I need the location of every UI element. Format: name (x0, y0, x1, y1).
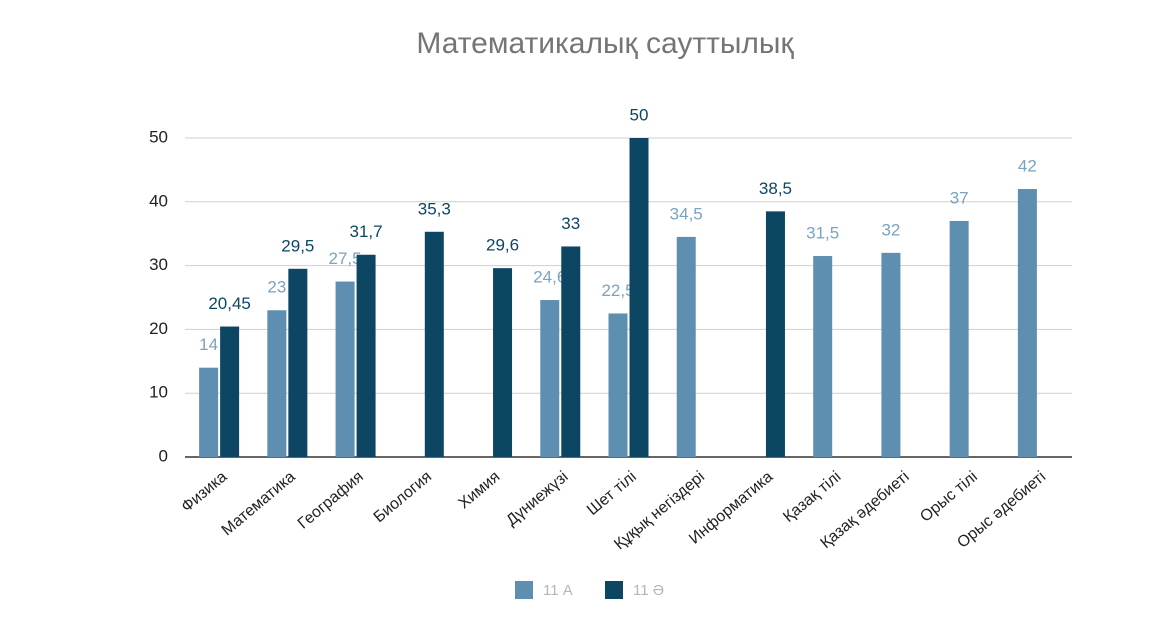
bar (288, 268, 308, 457)
value-label: 27,5 (329, 249, 362, 268)
x-tick-label: Қазақ тілі (780, 468, 844, 526)
bar (629, 138, 649, 457)
bar (335, 281, 355, 457)
value-label: 32 (881, 220, 900, 239)
value-label: 50 (630, 105, 649, 124)
value-label: 37 (950, 188, 969, 207)
x-tick-label: Математика (219, 468, 299, 539)
x-tick-label: Биология (371, 468, 435, 526)
x-tick-label: Орыс тілі (917, 468, 981, 525)
bar (881, 252, 901, 457)
x-tick-label: Физика (178, 468, 230, 516)
legend-swatch (515, 581, 533, 599)
bar (813, 256, 833, 457)
value-label: 42 (1018, 157, 1037, 176)
value-label: 24,6 (533, 268, 566, 287)
value-label: 29,5 (281, 236, 314, 255)
x-tick-label: Шет тілі (584, 468, 640, 519)
y-tick-label: 30 (149, 255, 168, 274)
x-tick-label: Дүниежүзі (503, 468, 571, 529)
bar (765, 211, 785, 457)
bar (1017, 189, 1037, 458)
y-tick-label: 40 (149, 191, 168, 210)
x-tick-label: География (295, 468, 367, 532)
y-tick-label: 0 (159, 446, 168, 465)
legend-label: 11 Ә (633, 582, 664, 599)
value-label: 31,7 (350, 222, 383, 241)
legend-label: 11 А (543, 582, 573, 599)
value-label: 22,5 (601, 281, 634, 300)
bar (267, 310, 287, 457)
y-tick-label: 50 (149, 127, 168, 146)
value-label: 35,3 (418, 199, 451, 218)
value-label: 14 (199, 335, 218, 354)
bar (220, 326, 240, 457)
bar (561, 246, 581, 457)
value-label: 23 (267, 278, 286, 297)
legend-swatch (605, 581, 623, 599)
bar (199, 367, 219, 457)
value-label: 38,5 (759, 179, 792, 198)
value-label: 31,5 (806, 224, 839, 243)
bar (949, 220, 969, 457)
bar (493, 268, 513, 457)
bar (608, 313, 628, 457)
y-tick-label: 10 (149, 383, 168, 402)
y-tick-label: 20 (149, 319, 168, 338)
value-label: 29,6 (486, 236, 519, 255)
value-label: 33 (561, 214, 580, 233)
bar (424, 231, 444, 457)
bar (356, 254, 376, 457)
x-tick-label: Химия (455, 468, 503, 512)
chart-title: Математикалық сауттылық (416, 27, 794, 60)
value-label: 34,5 (670, 204, 703, 223)
bar (676, 236, 696, 457)
bar (540, 300, 560, 457)
value-label: 20,45 (208, 294, 251, 313)
